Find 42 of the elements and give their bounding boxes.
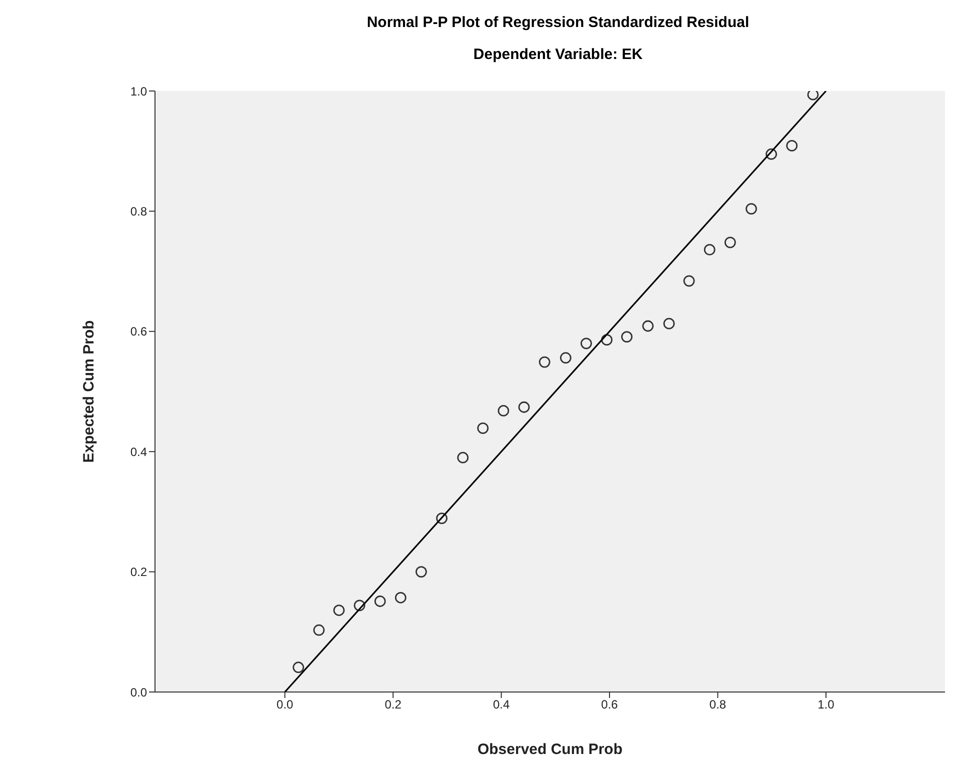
x-tick-label: 0.6 xyxy=(601,698,618,712)
point xyxy=(416,566,427,578)
point xyxy=(683,275,695,287)
point xyxy=(538,356,550,368)
y-tick-label: 1.0 xyxy=(130,84,148,98)
point xyxy=(560,352,572,364)
y-tick-label: 0.4 xyxy=(130,444,148,459)
point xyxy=(663,318,675,330)
point xyxy=(766,148,778,160)
point xyxy=(601,334,613,346)
point xyxy=(807,91,819,100)
x-tick-label: 0.2 xyxy=(384,698,402,712)
point xyxy=(374,596,386,607)
x-tick-label: 0.8 xyxy=(709,698,726,712)
y-tick-label: 0.2 xyxy=(130,565,148,580)
y-tick-label: 0.0 xyxy=(130,685,148,700)
chart-title: Normal P-P Plot of Regression Standardized Residual xyxy=(366,14,750,31)
x-tick-label: 0.0 xyxy=(276,698,294,712)
y-tick-label: 0.6 xyxy=(130,324,148,339)
chart-subtitle: Dependent Variable: EK xyxy=(472,46,644,63)
point xyxy=(394,592,406,604)
point xyxy=(436,512,448,524)
x-tick-label: 1.0 xyxy=(818,698,835,712)
point xyxy=(333,604,345,616)
y-axis-title: Expected Cum Prob xyxy=(80,320,98,463)
point xyxy=(498,405,510,416)
point xyxy=(518,401,530,413)
point xyxy=(354,600,366,612)
point xyxy=(292,662,304,674)
point xyxy=(746,203,757,214)
point xyxy=(704,244,716,256)
x-axis-title: Observed Cum Prob xyxy=(477,741,623,758)
point xyxy=(642,320,654,332)
point xyxy=(724,236,736,248)
point xyxy=(477,422,489,434)
y-tick-label: 0.8 xyxy=(130,204,148,218)
point xyxy=(457,452,469,464)
x-tick-label: 0.4 xyxy=(492,698,510,712)
point xyxy=(580,338,592,350)
point xyxy=(621,331,633,343)
point xyxy=(313,624,325,636)
point xyxy=(786,140,798,152)
